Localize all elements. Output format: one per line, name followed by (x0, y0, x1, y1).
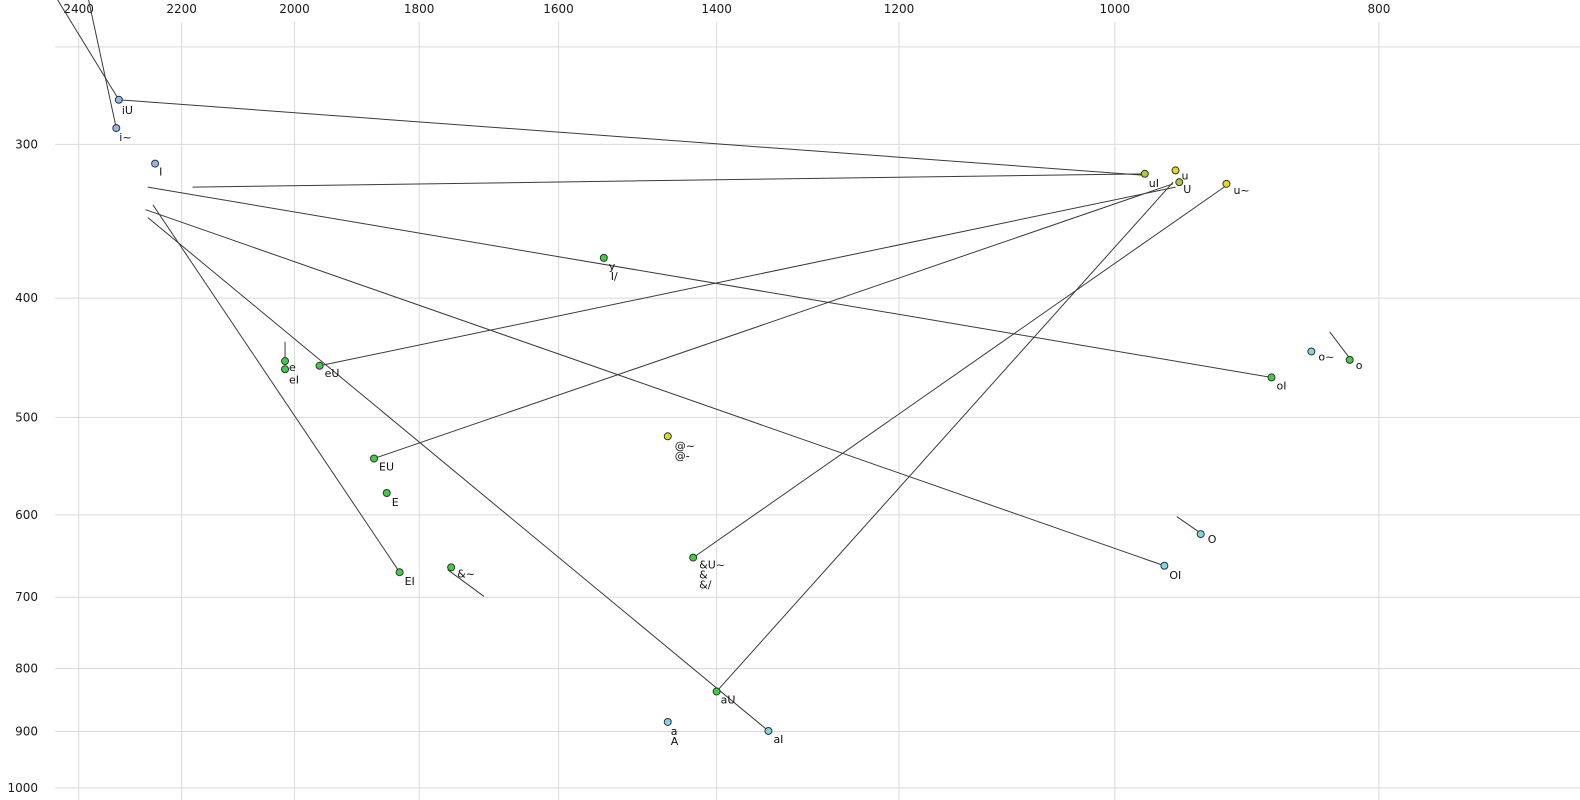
x-tick-label-2000: 2000 (279, 2, 310, 16)
vowel-point-a[interactable] (663, 717, 672, 726)
trajectory-&U~-glide (692, 185, 1227, 559)
x-tick-label-2400: 2400 (63, 2, 94, 16)
vowel-label-&~: &~ (457, 567, 475, 580)
vowel-point-@~[interactable] (663, 432, 672, 441)
vowel-label-EI: EI (405, 575, 415, 588)
y-tick-label-900: 900 (15, 725, 38, 739)
vowel-point-&~[interactable] (447, 563, 456, 572)
trajectory-aI-glide (147, 217, 769, 732)
x-tick-label-1200: 1200 (884, 2, 915, 16)
vowel-label-iU: iU (122, 104, 133, 117)
trajectory-O-glide (1176, 516, 1200, 533)
vowel-label-u: u (1182, 169, 1189, 182)
vowel-label-aI: aI (773, 733, 783, 746)
y-tick-label-700: 700 (15, 590, 38, 604)
vowel-label-@-: @- (675, 449, 690, 462)
vowel-label-u~: u~ (1233, 184, 1249, 197)
vowel-label-I/: I/ (611, 270, 618, 283)
trajectory-OI-glide (145, 209, 1165, 567)
y-tick-label-400: 400 (15, 291, 38, 305)
vowel-label-A: A (671, 735, 679, 748)
vowel-label-y: y (609, 260, 616, 273)
trajectory-EU-glide (373, 183, 1174, 459)
vowel-point-I[interactable] (151, 159, 160, 168)
vowel-point-eU[interactable] (315, 361, 324, 370)
vowel-label-i~: i~ (119, 131, 131, 144)
vowel-label-e: e (289, 361, 296, 374)
trajectory-&~-glide (447, 569, 485, 597)
vowel-label-@~: @~ (675, 439, 695, 452)
vowel-label-o~: o~ (1318, 350, 1334, 363)
trajectory-o-glide (1329, 331, 1349, 357)
vowel-label-&: & (699, 569, 708, 582)
vowel-point-EU[interactable] (370, 454, 379, 463)
x-tick-label-1800: 1800 (404, 2, 435, 16)
trajectory-into-iU (57, 0, 120, 101)
trajectory-EI-glide (152, 204, 401, 573)
vowel-point-O[interactable] (1196, 530, 1205, 539)
vowel-point-U[interactable] (1175, 178, 1184, 187)
trajectory-iU-glide (118, 99, 1148, 176)
vowel-label-&U~: &U~ (699, 559, 725, 572)
vowel-label-oI: oI (1277, 379, 1287, 392)
vowel-label-I: I (159, 166, 162, 179)
trajectory-uI-glide (192, 173, 1145, 188)
vowel-label-O: O (1208, 533, 1217, 546)
x-tick-label-800: 800 (1367, 2, 1390, 16)
vowel-label-a: a (671, 725, 678, 738)
vowel-label-OI: OI (1169, 569, 1181, 582)
vowel-label-aU: aU (721, 693, 736, 706)
vowel-point-u[interactable] (1171, 166, 1180, 175)
trajectory-oI-glide (147, 186, 1272, 378)
trajectory-into-i~ (88, 0, 117, 129)
vowel-label-eU: eU (325, 367, 340, 380)
vowel-label-E: E (392, 496, 399, 509)
vowel-point-y[interactable] (599, 253, 608, 262)
vowel-point-aI[interactable] (764, 726, 773, 735)
vowel-point-iU[interactable] (114, 95, 123, 104)
y-tick-label-1000: 1000 (7, 781, 38, 795)
vowel-label-EU: EU (379, 461, 394, 474)
vowel-point-EI[interactable] (395, 568, 404, 577)
vowel-point-o~[interactable] (1307, 347, 1316, 356)
vowel-point-oI[interactable] (1267, 373, 1276, 382)
vowel-label-o: o (1356, 359, 1363, 372)
x-tick-label-2200: 2200 (166, 2, 197, 16)
y-tick-label-300: 300 (15, 137, 38, 151)
x-tick-label-1600: 1600 (543, 2, 574, 16)
vowel-label-U: U (1183, 183, 1191, 196)
y-tick-label-500: 500 (15, 410, 38, 424)
vowel-point-eI[interactable] (281, 365, 290, 374)
vowel-point-E[interactable] (382, 488, 391, 497)
vowel-point-o[interactable] (1345, 355, 1354, 364)
y-tick-label-600: 600 (15, 508, 38, 522)
trajectory-eU-glide (319, 186, 1176, 367)
vowel-label-uI: uI (1149, 177, 1159, 190)
vowel-point-uI[interactable] (1140, 169, 1149, 178)
vowel-point-OI[interactable] (1160, 561, 1169, 570)
vowel-point-aU[interactable] (712, 687, 721, 696)
x-tick-label-1000: 1000 (1100, 2, 1131, 16)
vowel-label-eI: eI (289, 373, 299, 386)
vowel-point-u~[interactable] (1222, 179, 1231, 188)
vowel-point-e[interactable] (281, 357, 290, 366)
y-tick-label-800: 800 (15, 662, 38, 676)
vowel-point-&U~[interactable] (689, 553, 698, 562)
vowel-point-i~[interactable] (112, 124, 121, 133)
vowel-label-&/: &/ (699, 579, 712, 592)
x-tick-label-1400: 1400 (701, 2, 732, 16)
trajectory-aU-glide (716, 181, 1174, 692)
